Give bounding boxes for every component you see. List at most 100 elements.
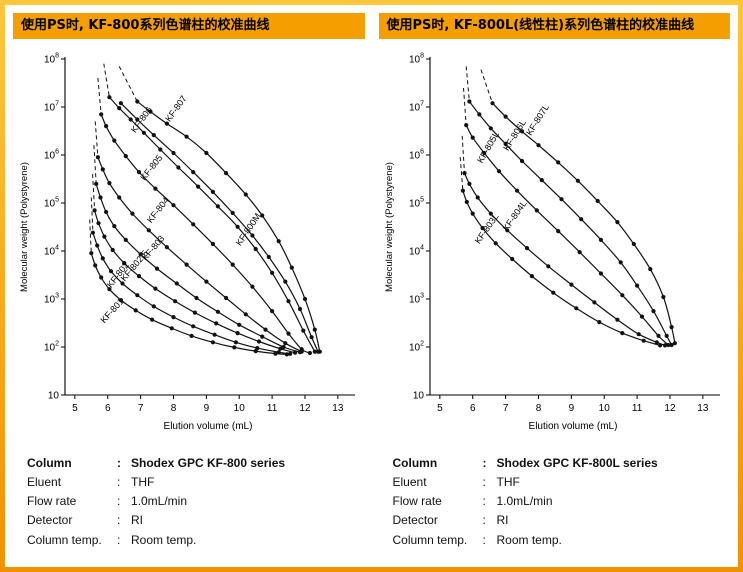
- condition-value: THF: [131, 474, 155, 489]
- svg-text:103: 103: [44, 293, 59, 306]
- condition-value: Room temp.: [496, 532, 562, 547]
- condition-label: Column: [392, 455, 438, 470]
- svg-text:Elution volume (mL): Elution volume (mL): [529, 421, 618, 432]
- svg-text:106: 106: [409, 149, 424, 162]
- panel-kf800-header: 使用PS时, KF-800系列色谱柱的校准曲线: [13, 13, 365, 40]
- panel-kf800l: 使用PS时, KF-800L(线性柱)系列色谱柱的校准曲线 10 102 103 10…: [378, 13, 731, 557]
- svg-text:105: 105: [44, 197, 59, 210]
- chart-kf800l-wrap: 10 102 103 104 105 106 107 108 5 6 7 8 9 10 11 12 13 Mole…: [379, 43, 731, 445]
- condition-row-column: Column : Shodex GPC KF-800L series: [393, 453, 731, 472]
- svg-text:103: 103: [409, 293, 424, 306]
- condition-row-eluent: Eluent : THF: [393, 472, 731, 491]
- svg-text:13: 13: [698, 403, 710, 414]
- condition-label: Column: [27, 455, 72, 470]
- condition-separator: :: [482, 494, 486, 509]
- column-conditions-kf800: Column : Shodex GPC KF-800 series Eluent…: [27, 453, 365, 549]
- svg-text:102: 102: [44, 341, 59, 354]
- svg-text:106: 106: [44, 149, 59, 162]
- condition-value: THF: [496, 474, 520, 489]
- condition-label: Detector: [392, 513, 438, 528]
- condition-separator: :: [117, 513, 121, 528]
- svg-text:10: 10: [48, 391, 60, 402]
- condition-label: Eluent: [27, 474, 62, 489]
- condition-value: RI: [131, 513, 143, 528]
- condition-row-column: Column : Shodex GPC KF-800 series: [27, 453, 365, 472]
- condition-row-column-temp: Column temp. : Room temp.: [393, 530, 731, 549]
- calibration-chart-kf800l: 10 102 103 104 105 106 107 108 5 6 7 8 9 10 11 12 13 Mole…: [384, 53, 721, 432]
- svg-text:105: 105: [409, 197, 424, 210]
- condition-row-flow-rate: Flow rate : 1.0mL/min: [27, 492, 365, 511]
- condition-separator: :: [117, 494, 121, 509]
- svg-text:KF-807L: KF-807L: [524, 103, 551, 138]
- condition-label: Flow rate: [392, 494, 442, 509]
- condition-row-column-temp: Column temp. : Room temp.: [27, 530, 365, 549]
- svg-text:108: 108: [44, 53, 59, 66]
- panel-kf800-title: 使用PS时, KF-800系列色谱柱的校准曲线: [21, 18, 270, 33]
- svg-text:12: 12: [665, 403, 677, 414]
- condition-label: Flow rate: [27, 494, 77, 509]
- svg-text:KF-805: KF-805: [138, 153, 164, 182]
- condition-separator: :: [482, 474, 486, 489]
- svg-text:13: 13: [332, 403, 344, 414]
- condition-separator: :: [482, 455, 487, 470]
- svg-text:104: 104: [409, 245, 424, 258]
- condition-value: Room temp.: [131, 532, 197, 547]
- condition-row-detector: Detector : RI: [393, 511, 731, 530]
- svg-text:12: 12: [299, 403, 311, 414]
- condition-row-flow-rate: Flow rate : 1.0mL/min: [393, 492, 731, 511]
- svg-text:Molecular weight (Polystyrene): Molecular weight (Polystyrene): [384, 162, 395, 292]
- condition-separator: :: [117, 532, 121, 547]
- svg-text:7: 7: [138, 403, 144, 414]
- svg-text:KF-806L: KF-806L: [501, 118, 528, 153]
- svg-text:102: 102: [409, 341, 424, 354]
- condition-label: Eluent: [392, 474, 427, 489]
- svg-text:KF-804L: KF-804L: [501, 199, 529, 233]
- svg-text:Elution volume (mL): Elution volume (mL): [163, 421, 252, 432]
- svg-text:10: 10: [413, 391, 425, 402]
- svg-text:KF-804: KF-804: [145, 196, 171, 225]
- svg-text:9: 9: [203, 403, 209, 414]
- svg-text:Molecular weight (Polystyrene): Molecular weight (Polystyrene): [19, 162, 30, 292]
- condition-label: Column temp.: [27, 532, 102, 547]
- condition-separator: :: [117, 474, 121, 489]
- column-conditions-kf800l: Column : Shodex GPC KF-800L series Eluen…: [393, 453, 731, 549]
- panel-kf800l-header: 使用PS时, KF-800L(线性柱)系列色谱柱的校准曲线: [378, 13, 730, 40]
- condition-separator: :: [482, 532, 486, 547]
- svg-text:9: 9: [569, 403, 575, 414]
- condition-row-eluent: Eluent : THF: [27, 472, 365, 491]
- condition-value: 1.0mL/min: [496, 494, 553, 509]
- content-area: 使用PS时, KF-800系列色谱柱的校准曲线 10 102 103 104 105 10…: [5, 5, 738, 567]
- calibration-chart-kf800: 10 102 103 104 105 106 107 108 5 6 7 8 9 10 11 12 13 Mole…: [19, 53, 355, 432]
- svg-text:6: 6: [470, 403, 476, 414]
- svg-text:10: 10: [233, 403, 245, 414]
- svg-text:KF-807: KF-807: [163, 94, 188, 124]
- svg-text:8: 8: [170, 403, 176, 414]
- panel-kf800: 使用PS时, KF-800系列色谱柱的校准曲线 10 102 103 104 105 10…: [13, 13, 365, 557]
- svg-text:107: 107: [44, 101, 59, 114]
- svg-text:11: 11: [632, 403, 643, 414]
- condition-value: RI: [496, 513, 509, 528]
- condition-label: Detector: [27, 513, 73, 528]
- svg-text:6: 6: [105, 403, 111, 414]
- chart-kf800-wrap: 10 102 103 104 105 106 107 108 5 6 7 8 9 10 11 12 13 Mole…: [13, 43, 365, 445]
- panel-kf800l-title: 使用PS时, KF-800L(线性柱)系列色谱柱的校准曲线: [386, 18, 695, 33]
- svg-text:KF-801: KF-801: [98, 297, 125, 326]
- condition-label: Column temp.: [392, 532, 468, 547]
- svg-text:104: 104: [44, 245, 59, 258]
- svg-text:11: 11: [267, 403, 278, 414]
- svg-text:8: 8: [536, 403, 542, 414]
- condition-separator: :: [117, 455, 121, 470]
- svg-text:KF-803L: KF-803L: [473, 212, 501, 246]
- condition-row-detector: Detector : RI: [27, 511, 365, 530]
- condition-value: 1.0mL/min: [131, 494, 188, 509]
- svg-text:7: 7: [503, 403, 509, 414]
- svg-text:5: 5: [437, 403, 443, 414]
- condition-value: Shodex GPC KF-800 series: [131, 455, 286, 470]
- condition-value: Shodex GPC KF-800L series: [496, 455, 658, 470]
- svg-text:10: 10: [599, 403, 611, 414]
- svg-text:5: 5: [72, 403, 78, 414]
- svg-text:107: 107: [409, 101, 424, 114]
- svg-text:108: 108: [409, 53, 424, 66]
- condition-separator: :: [482, 513, 486, 528]
